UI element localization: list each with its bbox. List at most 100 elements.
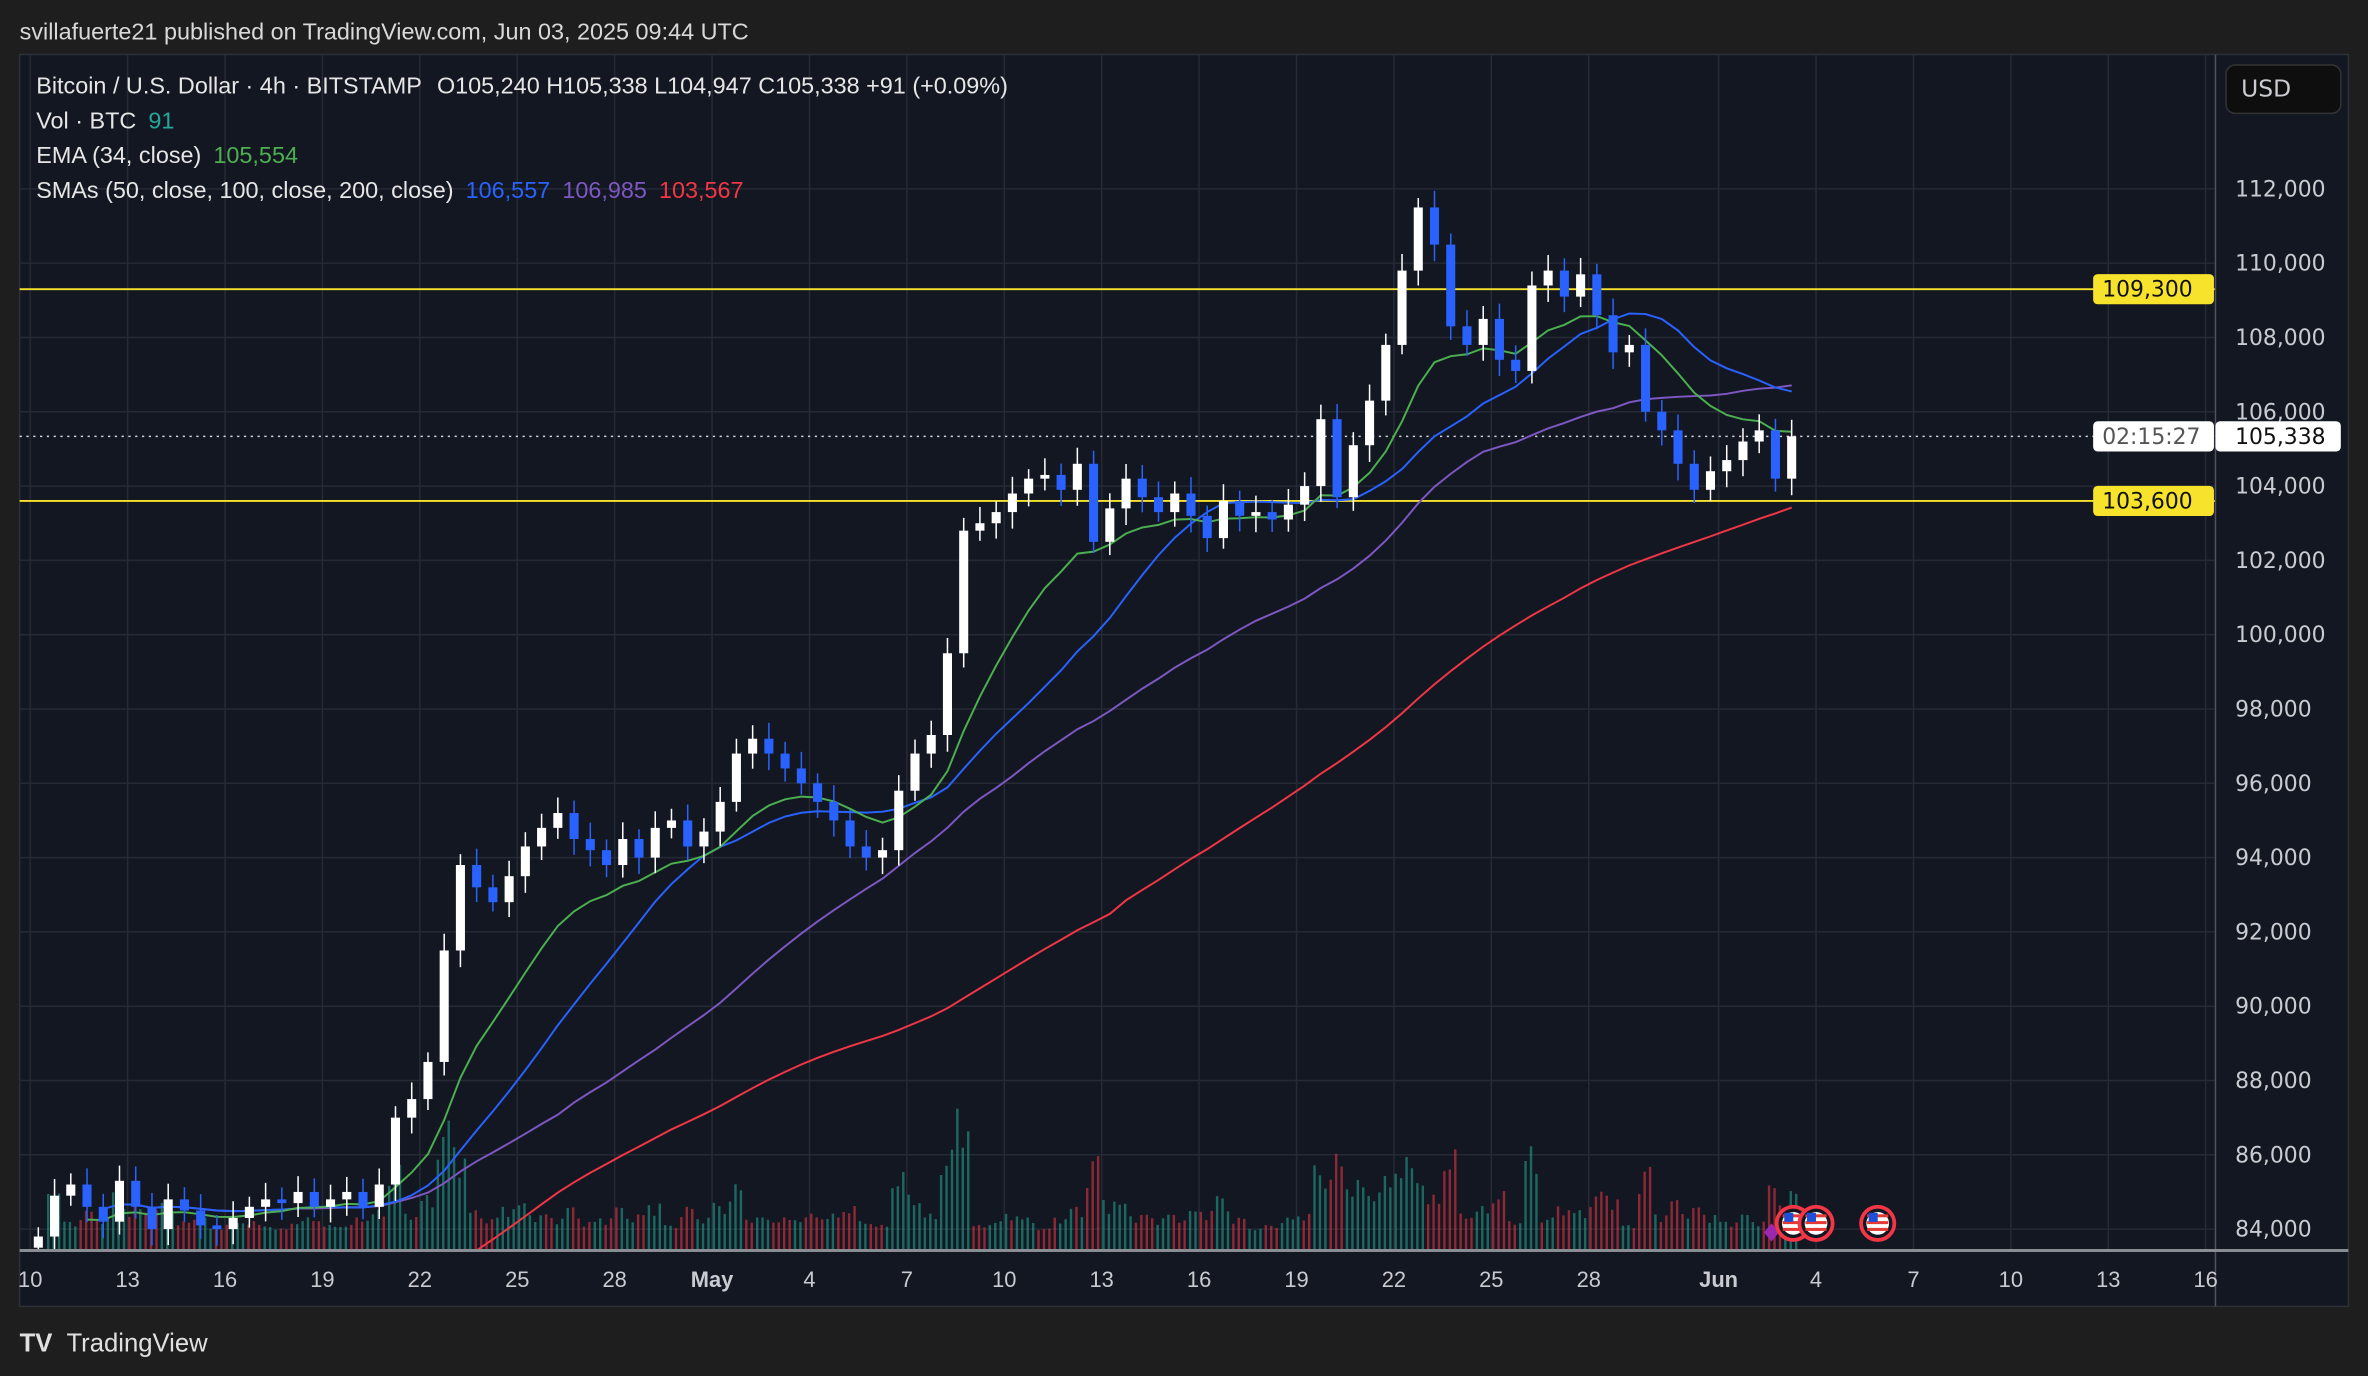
volume-bar <box>988 1225 992 1251</box>
volume-bar <box>1443 1171 1446 1251</box>
volume-bar <box>950 1149 954 1251</box>
time-tick-label: 13 <box>1090 1267 1114 1292</box>
volume-bar <box>1638 1193 1641 1251</box>
candle <box>699 818 709 864</box>
currency-button[interactable]: USD <box>2225 64 2342 115</box>
svg-text:SMAs (50, close, 100, close, 2: SMAs (50, close, 100, close, 200, close)… <box>36 177 743 203</box>
candle-body <box>1446 244 1456 327</box>
volume-bar <box>360 1221 364 1251</box>
volume-bar <box>1232 1223 1235 1251</box>
volume-bar <box>772 1222 775 1251</box>
volume-bar <box>1475 1211 1479 1251</box>
time-tick-label: 16 <box>1187 1267 1211 1292</box>
time-tick-label: 25 <box>1479 1267 1503 1292</box>
volume-bar <box>1659 1221 1663 1251</box>
volume-bar <box>382 1216 385 1251</box>
candle-body <box>1543 270 1553 286</box>
price-tick-label: 84,000 <box>2235 1218 2312 1243</box>
candle <box>618 822 628 878</box>
candle <box>455 854 465 968</box>
volume-bar <box>896 1186 900 1251</box>
volume-bar <box>507 1216 510 1251</box>
volume-bar <box>1199 1211 1203 1251</box>
time-tick-label: 4 <box>1810 1267 1822 1292</box>
time-axis[interactable]: 10 13 16 19 22 25 28 May 4 7 10 13 16 19 22 25 28 Jun 4 7 10… <box>18 1267 2218 1292</box>
horizontal-levels[interactable] <box>19 288 2216 502</box>
candle-body <box>179 1199 189 1211</box>
candle-body <box>1559 270 1569 297</box>
candle <box>277 1187 287 1220</box>
tradingview-logo[interactable]: TV TradingView <box>20 1330 208 1358</box>
volume-bar <box>793 1220 797 1251</box>
candle <box>82 1168 92 1223</box>
candle <box>1348 432 1358 511</box>
candle <box>520 832 530 893</box>
candle <box>1316 404 1326 502</box>
volume-bar <box>544 1214 548 1251</box>
candle <box>1251 495 1261 533</box>
candle-body <box>1705 471 1716 490</box>
candle <box>1754 414 1764 454</box>
candle-body <box>1494 318 1504 360</box>
volume-bar <box>1064 1219 1067 1251</box>
candle <box>472 848 482 903</box>
candle-body <box>1316 419 1326 487</box>
volume-bar <box>739 1190 743 1251</box>
volume-bar <box>1454 1149 1457 1251</box>
volume-bar <box>366 1220 369 1251</box>
volume-bar <box>642 1215 645 1251</box>
volume-bar <box>371 1214 375 1251</box>
chart-pane[interactable] <box>18 53 2350 1308</box>
volume-bar <box>799 1222 802 1251</box>
volume-bar <box>344 1226 348 1251</box>
candle <box>1072 447 1082 506</box>
volume-bar <box>1178 1222 1181 1251</box>
us-flag-event-icon[interactable] <box>1859 1204 1897 1242</box>
candle-body <box>326 1199 336 1207</box>
volume-bar <box>79 1220 82 1251</box>
volume-bar <box>929 1213 932 1251</box>
price-axis[interactable]: 84,000 86,000 88,000 90,000 92,000 94,000 96,0… <box>2235 177 2325 1242</box>
price-tick-label: 104,000 <box>2235 475 2325 500</box>
sma200-value: 103,567 <box>659 177 744 203</box>
volume-bar <box>176 1225 180 1251</box>
candle <box>1592 263 1602 330</box>
volume-bar <box>193 1219 196 1251</box>
volume-bar <box>501 1206 504 1251</box>
level-price-tag <box>2093 485 2214 517</box>
candle-body <box>959 530 969 654</box>
volume-bar <box>47 1194 50 1251</box>
volume-bar <box>620 1208 624 1251</box>
volume-bar <box>1551 1217 1554 1251</box>
candle <box>959 517 969 668</box>
volume-bar <box>783 1217 786 1251</box>
volume-bar <box>1605 1195 1608 1251</box>
volume-bar <box>626 1218 629 1251</box>
volume-bar <box>101 1224 104 1251</box>
economic-events[interactable] <box>1763 1204 1897 1242</box>
candle <box>66 1173 76 1206</box>
candle <box>1429 190 1440 262</box>
candle-body <box>244 1206 254 1218</box>
candle-body <box>196 1210 206 1226</box>
volume-bar <box>907 1194 910 1251</box>
candle-body <box>1787 436 1797 479</box>
candle-body <box>991 512 1001 524</box>
candle-body <box>1641 344 1651 412</box>
candle-body <box>602 850 612 866</box>
volume-bar <box>1345 1189 1349 1251</box>
ohlc-values: O105,240 H105,338 L104,947 C105,338 +91 … <box>437 73 1008 99</box>
volume-bar <box>1508 1221 1511 1251</box>
candle-body <box>796 768 806 784</box>
candle <box>1413 198 1423 286</box>
candle-body <box>829 801 839 821</box>
volume-bar <box>409 1219 413 1251</box>
us-flag-event-icon[interactable] <box>1797 1204 1835 1242</box>
event-diamond-icon[interactable] <box>1763 1223 1780 1242</box>
volume-bar <box>1773 1188 1776 1251</box>
candle <box>1624 334 1634 367</box>
volume-bar <box>1600 1191 1603 1251</box>
volume-bar <box>1069 1208 1073 1251</box>
candle <box>1218 484 1228 549</box>
